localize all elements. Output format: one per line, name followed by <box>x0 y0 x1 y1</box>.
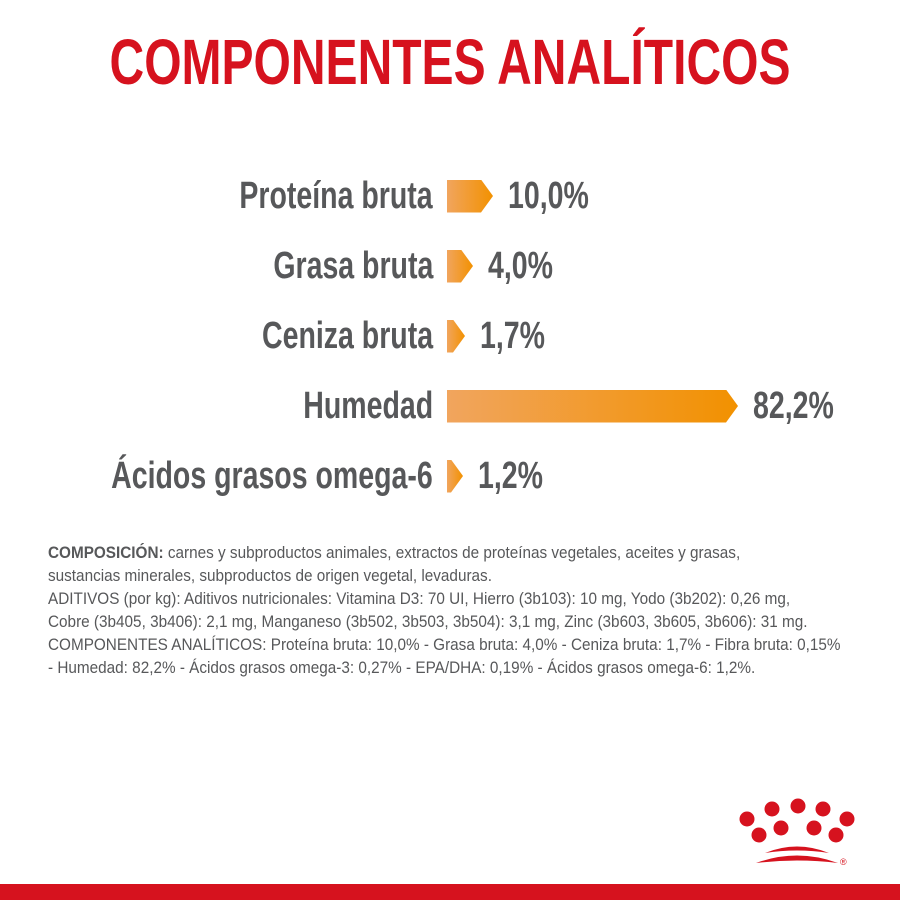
row-value: 1,2% <box>478 457 565 495</box>
composition-line-text: - Humedad: 82,2% - Ácidos grasos omega-3… <box>48 658 756 677</box>
value-bar <box>447 460 463 493</box>
composition-line-text: sustancias minerales, subproductos de or… <box>48 566 492 585</box>
row-label-text: Proteína bruta <box>239 175 433 217</box>
row-value-text: 1,7% <box>480 315 545 357</box>
composition-line: COMPONENTES ANALÍTICOS: Proteína bruta: … <box>48 633 841 656</box>
row-value: 4,0% <box>488 247 575 285</box>
row-value-text: 82,2% <box>753 385 834 427</box>
row-value-text: 1,2% <box>478 455 543 497</box>
composition-line-text: carnes y subproductos animales, extracto… <box>163 543 741 562</box>
composition-line: - Humedad: 82,2% - Ácidos grasos omega-3… <box>48 656 795 679</box>
chart-row: Grasa bruta 4,0% <box>0 231 900 301</box>
row-label-text: Ácidos grasos omega-6 <box>111 455 433 497</box>
analytical-components-chart: Proteína bruta 10,0% Grasa bruta 4,0% Ceniza… <box>0 161 900 511</box>
composition-line: Cobre (3b405, 3b406): 2,1 mg, Manganeso … <box>48 610 808 633</box>
row-label: Ácidos grasos omega-6 <box>0 457 433 495</box>
composition-line: COMPOSICIÓN: carnes y subproductos anima… <box>48 541 795 564</box>
page-title: COMPONENTES ANALÍTICOS <box>109 26 791 98</box>
value-bar <box>447 320 465 353</box>
chart-row: Ácidos grasos omega-6 1,2% <box>0 441 900 511</box>
composition-line: sustancias minerales, subproductos de or… <box>48 564 795 587</box>
composition-line: ADITIVOS (por kg): Aditivos nutricionale… <box>48 587 795 610</box>
row-value: 1,7% <box>480 317 567 355</box>
row-label-text: Humedad <box>303 385 433 427</box>
row-label: Grasa bruta <box>0 247 433 285</box>
trademark-symbol: ® <box>840 857 847 867</box>
chart-row: Proteína bruta 10,0% <box>0 161 900 231</box>
row-value-text: 10,0% <box>508 175 589 217</box>
chart-row: Ceniza bruta 1,7% <box>0 301 900 371</box>
value-bar <box>447 250 473 283</box>
bottom-red-bar <box>0 884 900 900</box>
royal-canin-crown-icon: ® <box>739 798 855 867</box>
composition-line-text: COMPONENTES ANALÍTICOS: Proteína bruta: … <box>48 635 841 654</box>
row-value: 82,2% <box>753 387 861 425</box>
row-value-text: 4,0% <box>488 245 553 287</box>
row-label-text: Ceniza bruta <box>261 315 433 357</box>
value-bar <box>447 180 493 213</box>
composition-line-text: Cobre (3b405, 3b406): 2,1 mg, Manganeso … <box>48 612 808 631</box>
row-value: 10,0% <box>508 177 616 215</box>
composition-text-block: COMPOSICIÓN: carnes y subproductos anima… <box>48 541 878 679</box>
row-label: Humedad <box>0 387 433 425</box>
row-label: Ceniza bruta <box>0 317 433 355</box>
row-label: Proteína bruta <box>0 177 433 215</box>
composition-line-bold-prefix: COMPOSICIÓN: <box>48 543 164 562</box>
chart-row: Humedad 82,2% <box>0 371 900 441</box>
composition-line-text: ADITIVOS (por kg): Aditivos nutricionale… <box>48 589 791 608</box>
row-label-text: Grasa bruta <box>273 245 433 287</box>
value-bar <box>447 390 738 423</box>
